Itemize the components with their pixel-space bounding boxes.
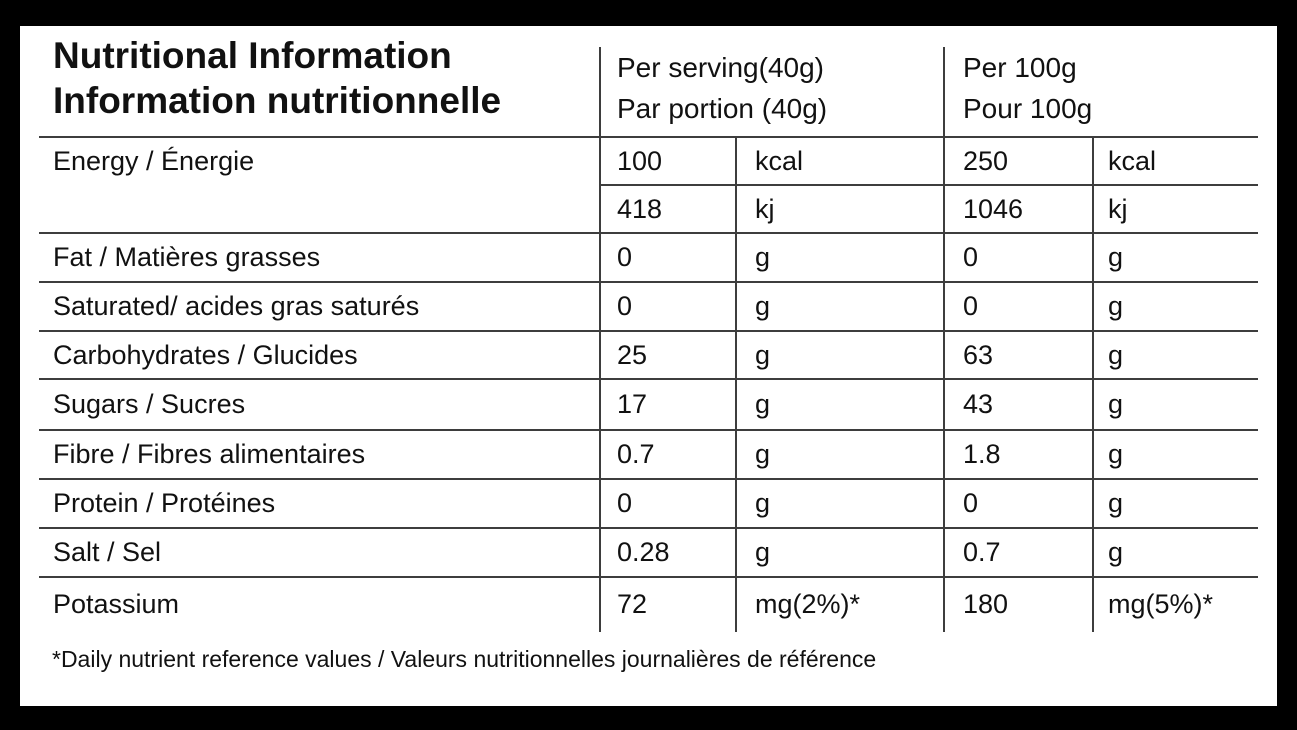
- grid-line-header-bottom: [39, 136, 1258, 138]
- serving-unit-cell: g: [755, 242, 771, 272]
- nutrient-label: Fibre / Fibres alimentaires: [53, 439, 366, 469]
- per100-unit-cell: g: [1108, 339, 1124, 370]
- serving-value-cell: 25: [617, 339, 648, 370]
- serving-value-cell: 0.7: [617, 439, 655, 469]
- nutrient-label: Saturated/ acides gras saturés: [53, 291, 420, 321]
- title-english: Nutritional Information: [53, 35, 452, 76]
- serving-value-cell: 0: [617, 488, 633, 518]
- column-header-per-100g: Per 100g Pour 100g: [943, 26, 1258, 137]
- serving-unit-cell: g: [755, 537, 771, 567]
- serving-unit-cell: g: [755, 339, 771, 370]
- per-100g-en: Per 100g: [963, 52, 1077, 83]
- footnote: *Daily nutrient reference values / Valeu…: [52, 646, 877, 672]
- table-row-fibre: Fibre / Fibres alimentaires 0.7 g 1.8 g: [39, 430, 1258, 479]
- column-header-per-serving: Per serving(40g) Par portion (40g): [599, 26, 943, 137]
- table-row-protein: Protein / Protéines 0 g 0 g: [39, 479, 1258, 528]
- table-row-carbohydrates: Carbohydrates / Glucides 25 g 63 g: [39, 331, 1258, 379]
- serving-value-cell: 100: [617, 145, 663, 176]
- table-header-row: Nutritional Information Information nutr…: [39, 26, 1258, 137]
- per100-value-cell: 0: [963, 488, 979, 518]
- grid-line: [39, 576, 1258, 578]
- serving-unit-cell: g: [755, 439, 771, 469]
- per100-value-cell: 250: [963, 145, 1009, 176]
- per100-unit-cell: kj: [1108, 193, 1128, 224]
- energy-kcal-subrow: 100 kcal 250 kcal: [599, 137, 1258, 185]
- per100-unit-cell: g: [1108, 488, 1124, 518]
- label-panel: Nutritional Information Information nutr…: [20, 26, 1277, 706]
- grid-line: [39, 330, 1258, 332]
- serving-value-cell: 0: [617, 291, 633, 321]
- grid-line-per100-unit-divider: [1092, 137, 1094, 632]
- grid-line: [39, 378, 1258, 380]
- serving-value-cell: 72: [617, 589, 648, 619]
- grid-line-serving-unit-divider: [735, 137, 737, 632]
- per-100g-fr: Pour 100g: [963, 93, 1093, 124]
- grid-line: [39, 281, 1258, 283]
- serving-unit-cell: g: [755, 488, 771, 518]
- grid-line-energy-split: [599, 184, 1258, 186]
- serving-value-cell: 17: [617, 389, 648, 419]
- serving-unit-cell: mg(2%)*: [755, 589, 861, 619]
- per100-unit-cell: g: [1108, 242, 1124, 272]
- per100-value-cell: 1046: [963, 193, 1024, 224]
- nutrient-label: Salt / Sel: [53, 537, 162, 567]
- per100-value-cell: 1.8: [963, 439, 1001, 469]
- per100-unit-cell: g: [1108, 291, 1124, 321]
- title-french: Information nutritionnelle: [53, 80, 502, 121]
- per100-unit-cell: kcal: [1108, 145, 1157, 176]
- serving-unit-cell: g: [755, 291, 771, 321]
- grid-line: [39, 232, 1258, 234]
- serving-value-cell: 418: [617, 193, 663, 224]
- serving-value-cell: 0: [617, 242, 633, 272]
- per100-unit-cell: g: [1108, 537, 1124, 567]
- grid-line: [39, 429, 1258, 431]
- table-row-potassium: Potassium 72 mg(2%)* 180 mg(5%)*: [39, 577, 1258, 632]
- per-serving-en: Per serving(40g): [617, 52, 824, 83]
- per100-unit-cell: mg(5%)*: [1108, 589, 1214, 619]
- table-title: Nutritional Information Information nutr…: [39, 26, 599, 137]
- per100-value-cell: 0: [963, 242, 979, 272]
- per100-unit-cell: g: [1108, 389, 1124, 419]
- nutrient-label: Potassium: [53, 589, 180, 619]
- serving-value-cell: 0.28: [617, 537, 670, 567]
- per100-value-cell: 63: [963, 339, 994, 370]
- nutrient-label: Carbohydrates / Glucides: [53, 339, 358, 370]
- grid-line: [39, 527, 1258, 529]
- nutrition-table: Nutritional Information Information nutr…: [39, 26, 1258, 632]
- per100-value-cell: 0: [963, 291, 979, 321]
- per-serving-fr: Par portion (40g): [617, 93, 828, 124]
- per100-value-cell: 43: [963, 389, 994, 419]
- table-row-salt: Salt / Sel 0.28 g 0.7 g: [39, 528, 1258, 577]
- table-row-saturated: Saturated/ acides gras saturés 0 g 0 g: [39, 282, 1258, 331]
- energy-values: 100 kcal 250 kcal 418 kj 1046 kj: [599, 137, 1258, 233]
- grid-line: [39, 478, 1258, 480]
- per100-value-cell: 0.7: [963, 537, 1001, 567]
- table-row-sugars: Sugars / Sucres 17 g 43 g: [39, 379, 1258, 430]
- table-row-fat: Fat / Matières grasses 0 g 0 g: [39, 233, 1258, 282]
- per100-value-cell: 180: [963, 589, 1009, 619]
- serving-unit-cell: kj: [755, 193, 775, 224]
- nutrient-label-cell: Energy / Énergie: [39, 137, 599, 233]
- nutrient-label: Fat / Matières grasses: [53, 242, 321, 272]
- serving-unit-cell: g: [755, 389, 771, 419]
- nutrient-label: Sugars / Sucres: [53, 389, 246, 419]
- grid-line-per100-divider: [943, 47, 945, 632]
- nutrient-label: Energy / Énergie: [53, 145, 255, 176]
- energy-kj-subrow: 418 kj 1046 kj: [599, 185, 1258, 233]
- per100-unit-cell: g: [1108, 439, 1124, 469]
- grid-line-serving-divider: [599, 47, 601, 632]
- table-row-energy: Energy / Énergie 100 kcal 250 kcal 418 k…: [39, 137, 1258, 233]
- serving-unit-cell: kcal: [755, 145, 804, 176]
- nutrient-label: Protein / Protéines: [53, 488, 276, 518]
